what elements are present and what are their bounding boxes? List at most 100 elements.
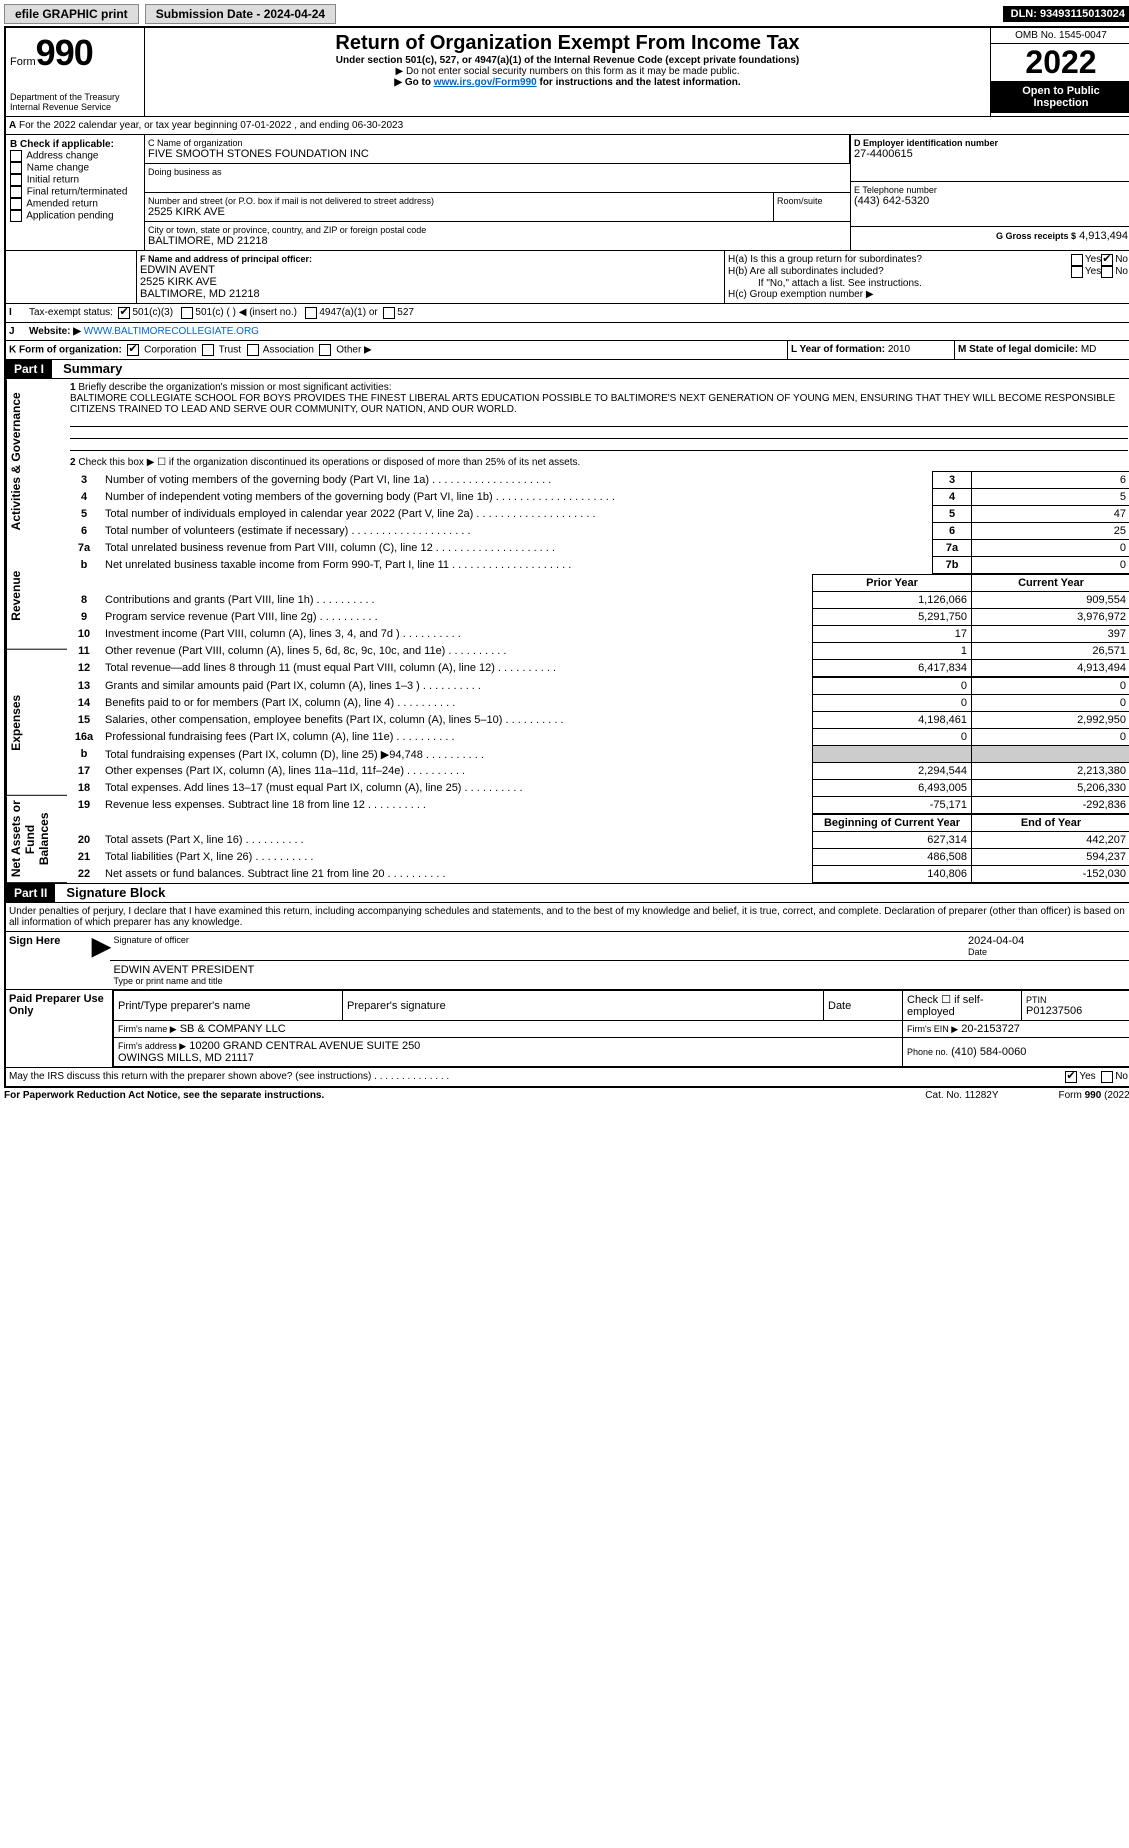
yes-label: Yes: [1079, 1071, 1095, 1083]
line-text: Total number of volunteers (estimate if …: [101, 523, 933, 540]
c-label: C Name of organization: [148, 138, 846, 148]
i-501c3-checkbox[interactable]: [118, 307, 130, 319]
ha-yes-checkbox[interactable]: [1071, 254, 1083, 266]
sign-date: 2024-04-04: [968, 935, 1128, 947]
k-other-checkbox[interactable]: [319, 344, 331, 356]
firm-addr-label: Firm's address ▶: [118, 1041, 186, 1051]
revenue-table: Prior Year Current Year 8Contributions a…: [67, 574, 1129, 677]
expenses-table: 13Grants and similar amounts paid (Part …: [67, 677, 1129, 814]
form-word: Form: [10, 56, 36, 68]
line-text: Total expenses. Add lines 13–17 (must eq…: [101, 780, 813, 797]
line-text: Other revenue (Part VIII, column (A), li…: [101, 643, 813, 660]
line-text: Other expenses (Part IX, column (A), lin…: [101, 763, 813, 780]
org-name: FIVE SMOOTH STONES FOUNDATION INC: [148, 148, 846, 160]
submission-date: Submission Date - 2024-04-24: [145, 4, 336, 24]
col-eoy: End of Year: [972, 815, 1129, 832]
officer-name: EDWIN AVENT: [140, 264, 721, 276]
firm-address2: OWINGS MILLS, MD 21117: [118, 1052, 254, 1064]
i-501c-checkbox[interactable]: [181, 307, 193, 319]
sign-here-block: Sign Here ▶ Signature of officer 2024-04…: [6, 931, 1129, 990]
officer-addr: 2525 KIRK AVE: [140, 276, 721, 288]
k-trust: Trust: [219, 345, 241, 356]
q2-label: Check this box ▶ ☐ if the organization d…: [78, 457, 580, 468]
discuss-no-checkbox[interactable]: [1101, 1071, 1113, 1083]
paid-preparer-label: Paid Preparer Use Only: [6, 990, 113, 1067]
discuss-yes-checkbox[interactable]: [1065, 1071, 1077, 1083]
col-current: Current Year: [972, 575, 1129, 592]
declaration: Under penalties of perjury, I declare th…: [6, 903, 1129, 931]
m-label: M State of legal domicile:: [958, 344, 1078, 355]
firm-ein: 20-2153727: [961, 1023, 1020, 1035]
ha-no-checkbox[interactable]: [1101, 254, 1113, 266]
irs-link[interactable]: www.irs.gov/Form990: [434, 77, 537, 88]
line-text: Net unrelated business taxable income fr…: [101, 557, 933, 574]
no-label: No: [1115, 266, 1128, 278]
firm-ein-label: Firm's EIN ▶: [907, 1024, 958, 1034]
i-4947: 4947(a)(1) or: [319, 307, 377, 319]
street-address: 2525 KIRK AVE: [148, 206, 770, 218]
hb-yes-checkbox[interactable]: [1071, 266, 1083, 278]
j-label: Website: ▶: [29, 326, 81, 337]
dln: DLN: 93493115013024: [1003, 6, 1129, 22]
line-text: Total number of individuals employed in …: [101, 506, 933, 523]
dept-treasury: Department of the Treasury: [10, 92, 140, 102]
i-501c: 501(c) ( ) ◀ (insert no.): [195, 307, 297, 319]
k-other: Other ▶: [336, 345, 371, 356]
line-text: Total liabilities (Part X, line 26) . . …: [101, 849, 813, 866]
f-label: F Name and address of principal officer:: [140, 254, 721, 264]
irs-label: Internal Revenue Service: [10, 102, 140, 112]
k-assoc-checkbox[interactable]: [247, 344, 259, 356]
hb-label: H(b) Are all subordinates included?: [728, 266, 1071, 278]
k-trust-checkbox[interactable]: [202, 344, 214, 356]
pra-notice: For Paperwork Reduction Act Notice, see …: [4, 1090, 324, 1101]
prep-date-header: Date: [824, 991, 903, 1021]
sig-officer-label: Signature of officer: [110, 932, 965, 960]
q1-label: Briefly describe the organization's miss…: [78, 382, 391, 393]
i-4947-checkbox[interactable]: [305, 307, 317, 319]
line-text: Total revenue—add lines 8 through 11 (mu…: [101, 660, 813, 677]
ptin-label: PTIN: [1026, 995, 1126, 1005]
tab-revenue: Revenue: [6, 543, 67, 650]
telephone: (443) 642-5320: [854, 195, 1128, 207]
b-opt-checkbox[interactable]: [10, 174, 22, 186]
line-text: Total unrelated business revenue from Pa…: [101, 540, 933, 557]
entity-block: B Check if applicable: Address change Na…: [6, 135, 1129, 251]
officer-printed-name: EDWIN AVENT PRESIDENT: [113, 964, 1128, 976]
firm-address: 10200 GRAND CENTRAL AVENUE SUITE 250: [189, 1040, 420, 1052]
i-label: Tax-exempt status:: [29, 307, 113, 319]
k-label: K Form of organization:: [9, 345, 122, 356]
line-text: Grants and similar amounts paid (Part IX…: [101, 678, 813, 695]
line-text: Net assets or fund balances. Subtract li…: [101, 866, 813, 883]
line-text: Total assets (Part X, line 16) . . . . .…: [101, 832, 813, 849]
part1-header-row: Part I Summary: [6, 360, 1129, 379]
b-opt-checkbox[interactable]: [10, 150, 22, 162]
b-opt-checkbox[interactable]: [10, 186, 22, 198]
no-label: No: [1115, 1071, 1128, 1083]
part2-title: Signature Block: [58, 885, 165, 900]
form-subtitle: Under section 501(c), 527, or 4947(a)(1)…: [149, 55, 986, 66]
form-container: Form990 Department of the Treasury Inter…: [4, 26, 1129, 1088]
form-number: 990: [36, 32, 93, 73]
hb-no-checkbox[interactable]: [1101, 266, 1113, 278]
prep-sig-header: Preparer's signature: [343, 991, 824, 1021]
line-j: J Website: ▶ WWW.BALTIMORECOLLEGIATE.ORG: [6, 323, 1129, 341]
date-label: Date: [968, 947, 1128, 957]
part1-badge: Part I: [6, 360, 52, 378]
ein: 27-4400615: [854, 148, 1128, 160]
yes-label: Yes: [1085, 266, 1101, 278]
b-opt-checkbox[interactable]: [10, 210, 22, 222]
i-527-checkbox[interactable]: [383, 307, 395, 319]
tax-year: 2022: [991, 44, 1129, 81]
k-corp-checkbox[interactable]: [127, 344, 139, 356]
officer-city: BALTIMORE, MD 21218: [140, 288, 721, 300]
b-opt-checkbox[interactable]: [10, 198, 22, 210]
yes-label: Yes: [1085, 254, 1101, 266]
website-link[interactable]: WWW.BALTIMORECOLLEGIATE.ORG: [84, 326, 259, 337]
e-label: E Telephone number: [854, 185, 1128, 195]
activities-table: 3Number of voting members of the governi…: [67, 471, 1129, 574]
b-opt-checkbox[interactable]: [10, 162, 22, 174]
h-note: If "No," attach a list. See instructions…: [728, 278, 1128, 289]
gross-receipts: 4,913,494: [1079, 230, 1128, 242]
firm-name: SB & COMPANY LLC: [180, 1023, 286, 1035]
i-527: 527: [397, 307, 414, 319]
